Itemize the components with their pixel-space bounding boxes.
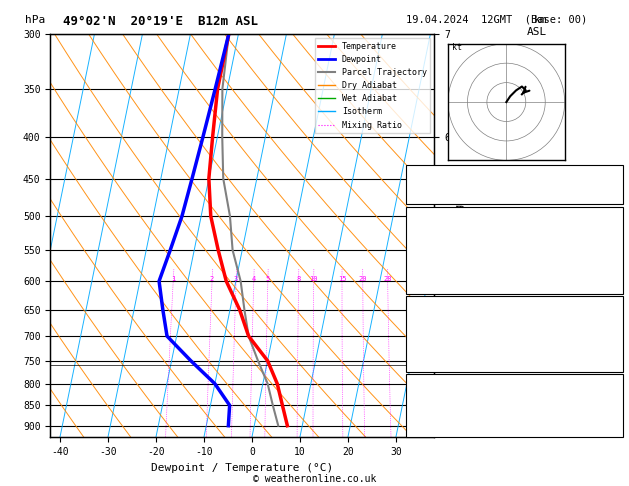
Text: Surface: Surface (494, 210, 535, 220)
Text: 1: 1 (614, 336, 620, 347)
Text: 295: 295 (602, 246, 620, 257)
Text: 5: 5 (265, 276, 270, 282)
Text: 49°02'N  20°19'E  B12m ASL: 49°02'N 20°19'E B12m ASL (63, 15, 258, 28)
Text: 21: 21 (608, 169, 620, 179)
Text: 1: 1 (171, 276, 175, 282)
Text: CAPE (J): CAPE (J) (409, 271, 456, 281)
Text: 10: 10 (309, 276, 318, 282)
Text: 295: 295 (602, 324, 620, 334)
Text: StmDir: StmDir (409, 414, 444, 424)
Text: 6.9: 6.9 (602, 222, 620, 232)
Text: hPa: hPa (25, 15, 45, 25)
Text: EH: EH (409, 390, 421, 400)
Text: 0: 0 (614, 361, 620, 371)
Text: 38: 38 (608, 390, 620, 400)
Text: 20: 20 (359, 276, 367, 282)
Text: Most Unstable: Most Unstable (476, 300, 552, 310)
Text: 0.69: 0.69 (596, 193, 620, 203)
Text: 19.04.2024  12GMT  (Base: 00): 19.04.2024 12GMT (Base: 00) (406, 15, 587, 25)
Text: ASL: ASL (527, 27, 547, 37)
Text: 28: 28 (384, 276, 392, 282)
Text: 0: 0 (614, 283, 620, 293)
Text: Totals Totals: Totals Totals (409, 181, 485, 191)
Text: 316°: 316° (596, 414, 620, 424)
Text: -5.4: -5.4 (596, 234, 620, 244)
Text: © weatheronline.co.uk: © weatheronline.co.uk (253, 473, 376, 484)
Text: Lifted Index: Lifted Index (409, 336, 479, 347)
Text: CAPE (J): CAPE (J) (409, 348, 456, 359)
Text: θe(K): θe(K) (409, 246, 438, 257)
Text: LCL: LCL (436, 361, 450, 370)
Text: Hodograph: Hodograph (487, 378, 541, 388)
Text: 185: 185 (602, 348, 620, 359)
Text: Lifted Index: Lifted Index (409, 259, 479, 269)
Text: 3: 3 (234, 276, 238, 282)
Text: 915: 915 (602, 312, 620, 322)
Text: CIN (J): CIN (J) (409, 361, 450, 371)
Text: SREH: SREH (409, 402, 432, 412)
Text: 12: 12 (608, 426, 620, 436)
Text: 8: 8 (296, 276, 301, 282)
Y-axis label: Mixing Ratio (g/kg): Mixing Ratio (g/kg) (455, 180, 465, 292)
Text: 2: 2 (210, 276, 214, 282)
Text: Pressure (mb): Pressure (mb) (409, 312, 485, 322)
Text: PW (cm): PW (cm) (409, 193, 450, 203)
Text: CIN (J): CIN (J) (409, 283, 450, 293)
Legend: Temperature, Dewpoint, Parcel Trajectory, Dry Adiabat, Wet Adiabat, Isotherm, Mi: Temperature, Dewpoint, Parcel Trajectory… (315, 38, 430, 133)
X-axis label: Dewpoint / Temperature (°C): Dewpoint / Temperature (°C) (151, 463, 333, 473)
Text: 185: 185 (602, 271, 620, 281)
Text: kt: kt (452, 43, 462, 52)
Text: θe (K): θe (K) (409, 324, 444, 334)
Text: K: K (409, 169, 415, 179)
Text: 53: 53 (608, 181, 620, 191)
Text: Temp (°C): Temp (°C) (409, 222, 462, 232)
Text: StmSpd (kt): StmSpd (kt) (409, 426, 474, 436)
Text: 4: 4 (252, 276, 256, 282)
Text: km: km (534, 15, 547, 25)
Text: 1: 1 (614, 259, 620, 269)
Text: 41: 41 (608, 402, 620, 412)
Text: 15: 15 (338, 276, 346, 282)
Text: Dewp (°C): Dewp (°C) (409, 234, 462, 244)
